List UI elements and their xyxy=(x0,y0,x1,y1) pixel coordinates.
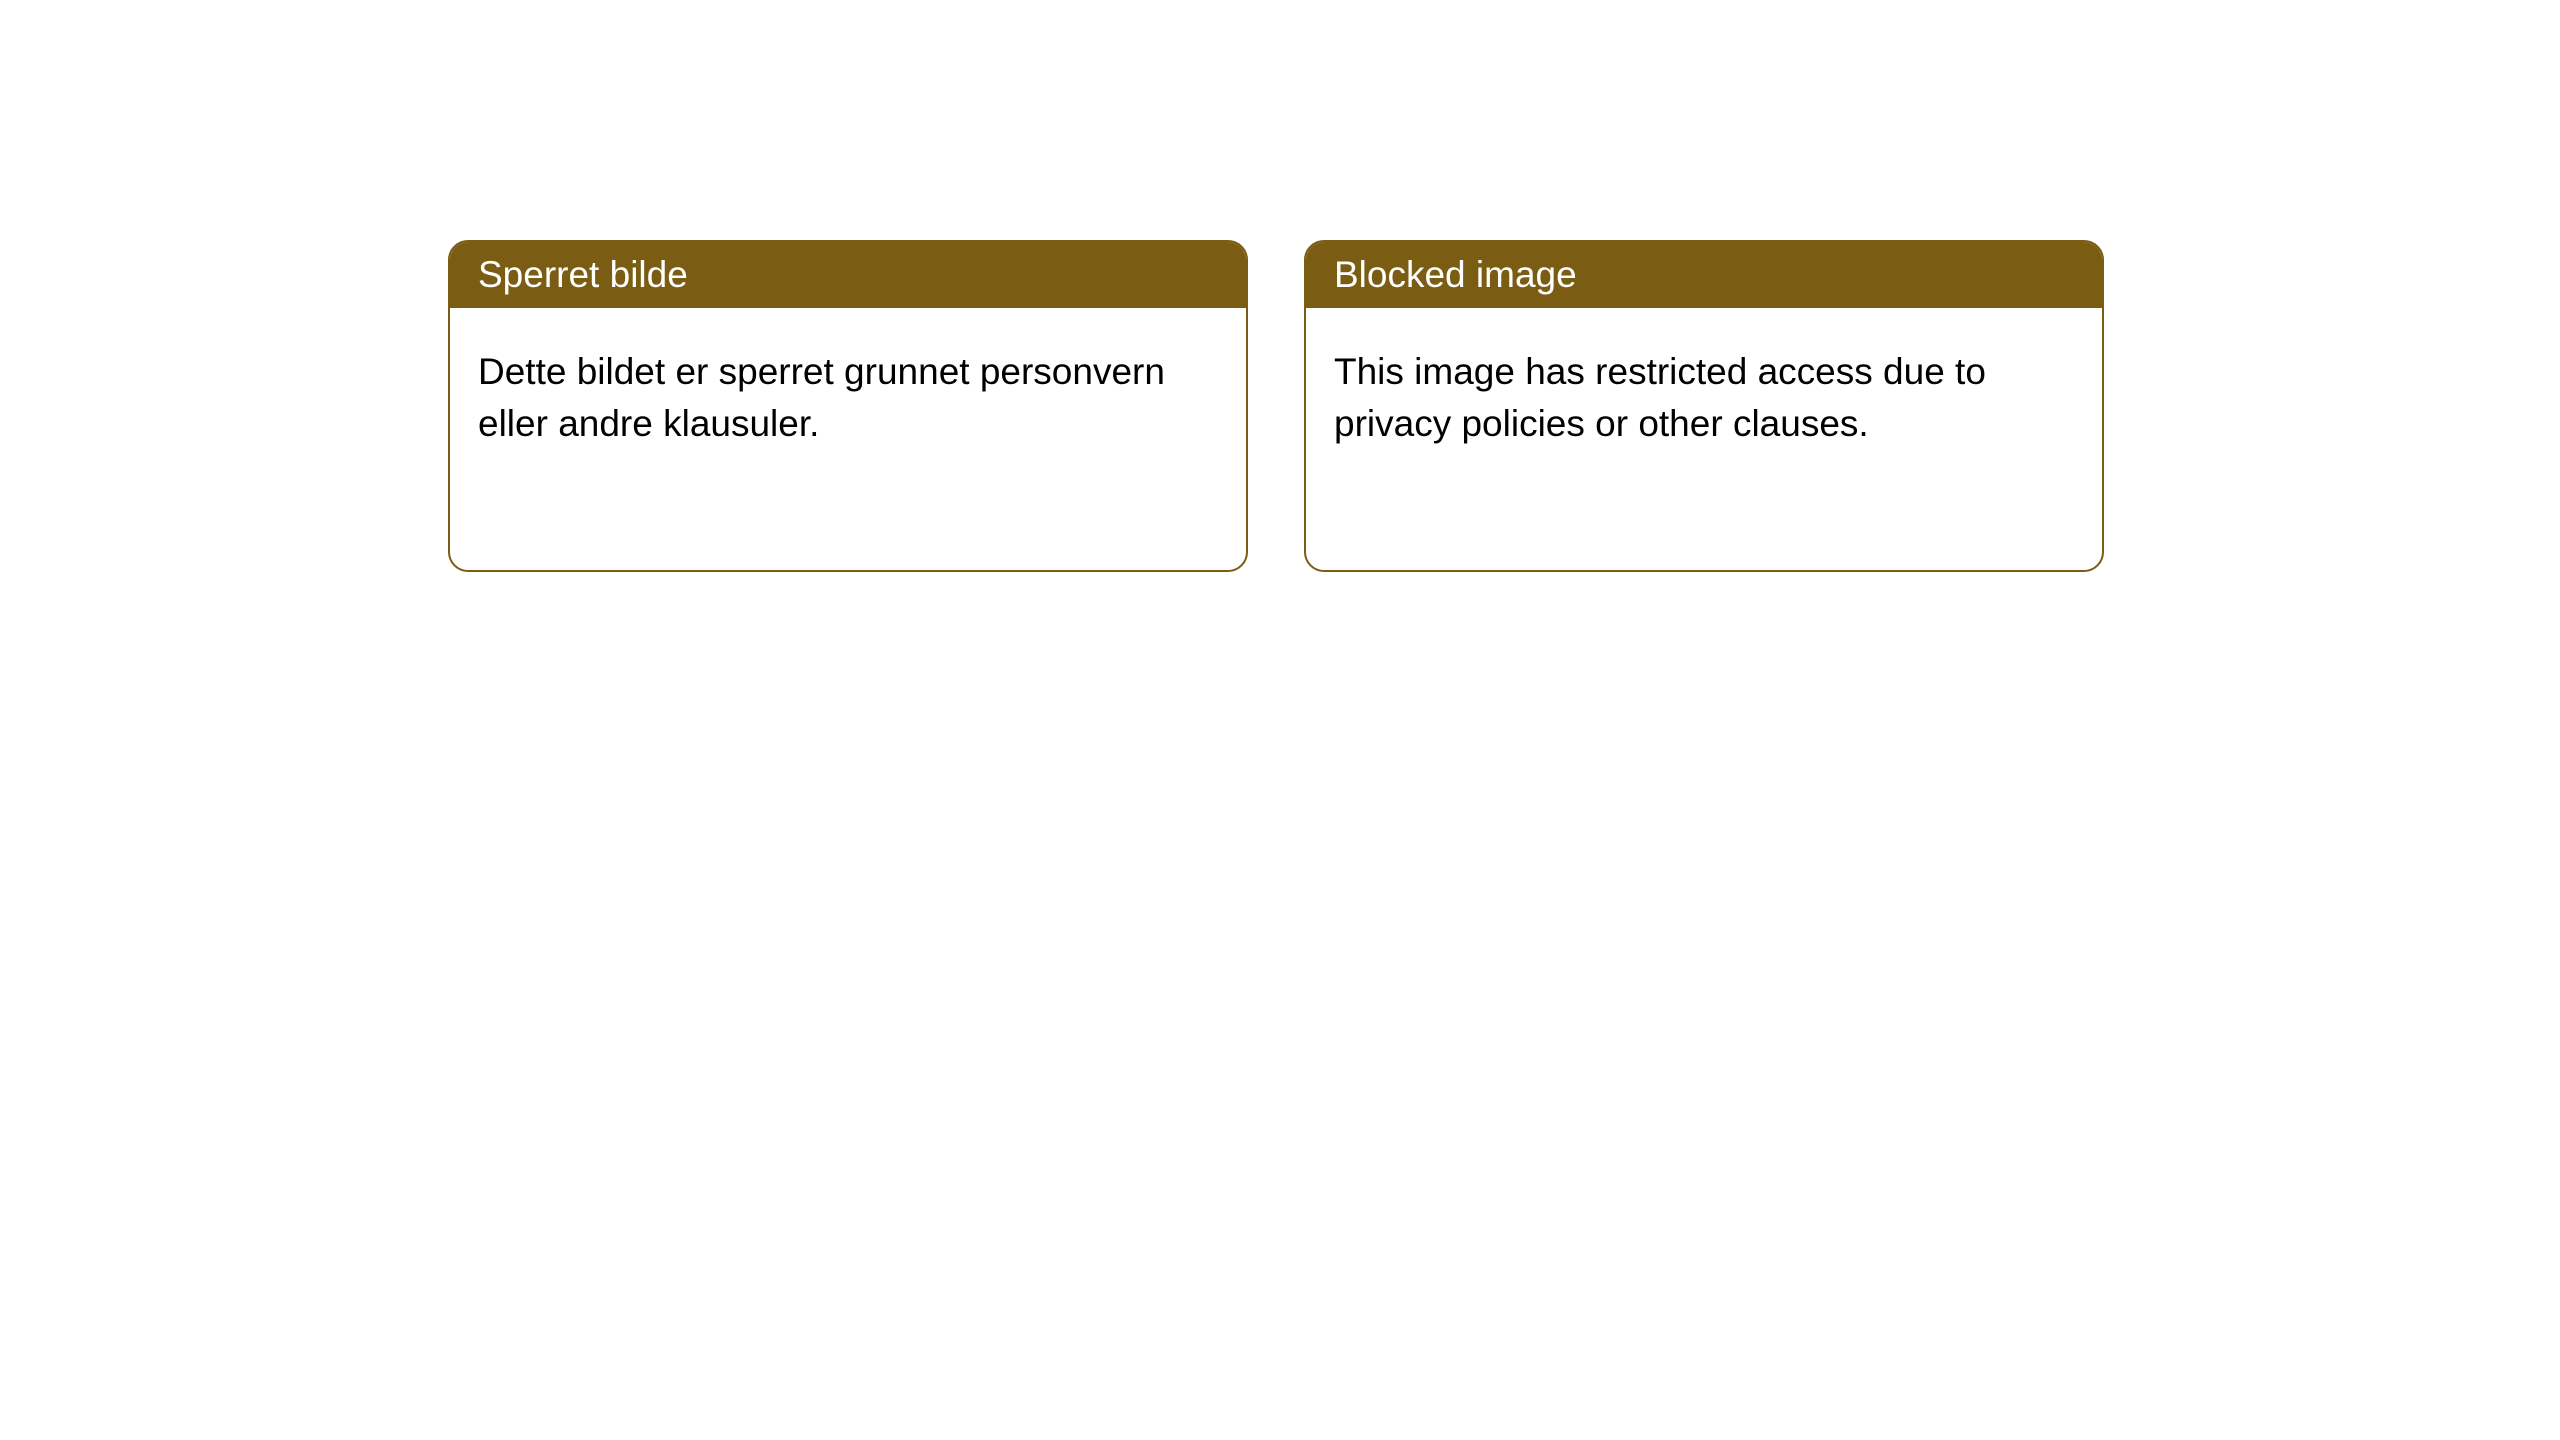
notice-header: Blocked image xyxy=(1306,242,2102,308)
notice-card-en: Blocked image This image has restricted … xyxy=(1304,240,2104,572)
notice-body: Dette bildet er sperret grunnet personve… xyxy=(450,308,1246,488)
notice-container: Sperret bilde Dette bildet er sperret gr… xyxy=(448,240,2560,572)
notice-card-nb: Sperret bilde Dette bildet er sperret gr… xyxy=(448,240,1248,572)
notice-body: This image has restricted access due to … xyxy=(1306,308,2102,488)
notice-body-text: This image has restricted access due to … xyxy=(1334,351,1986,444)
notice-title: Blocked image xyxy=(1334,254,1577,295)
notice-title: Sperret bilde xyxy=(478,254,688,295)
notice-header: Sperret bilde xyxy=(450,242,1246,308)
notice-body-text: Dette bildet er sperret grunnet personve… xyxy=(478,351,1165,444)
